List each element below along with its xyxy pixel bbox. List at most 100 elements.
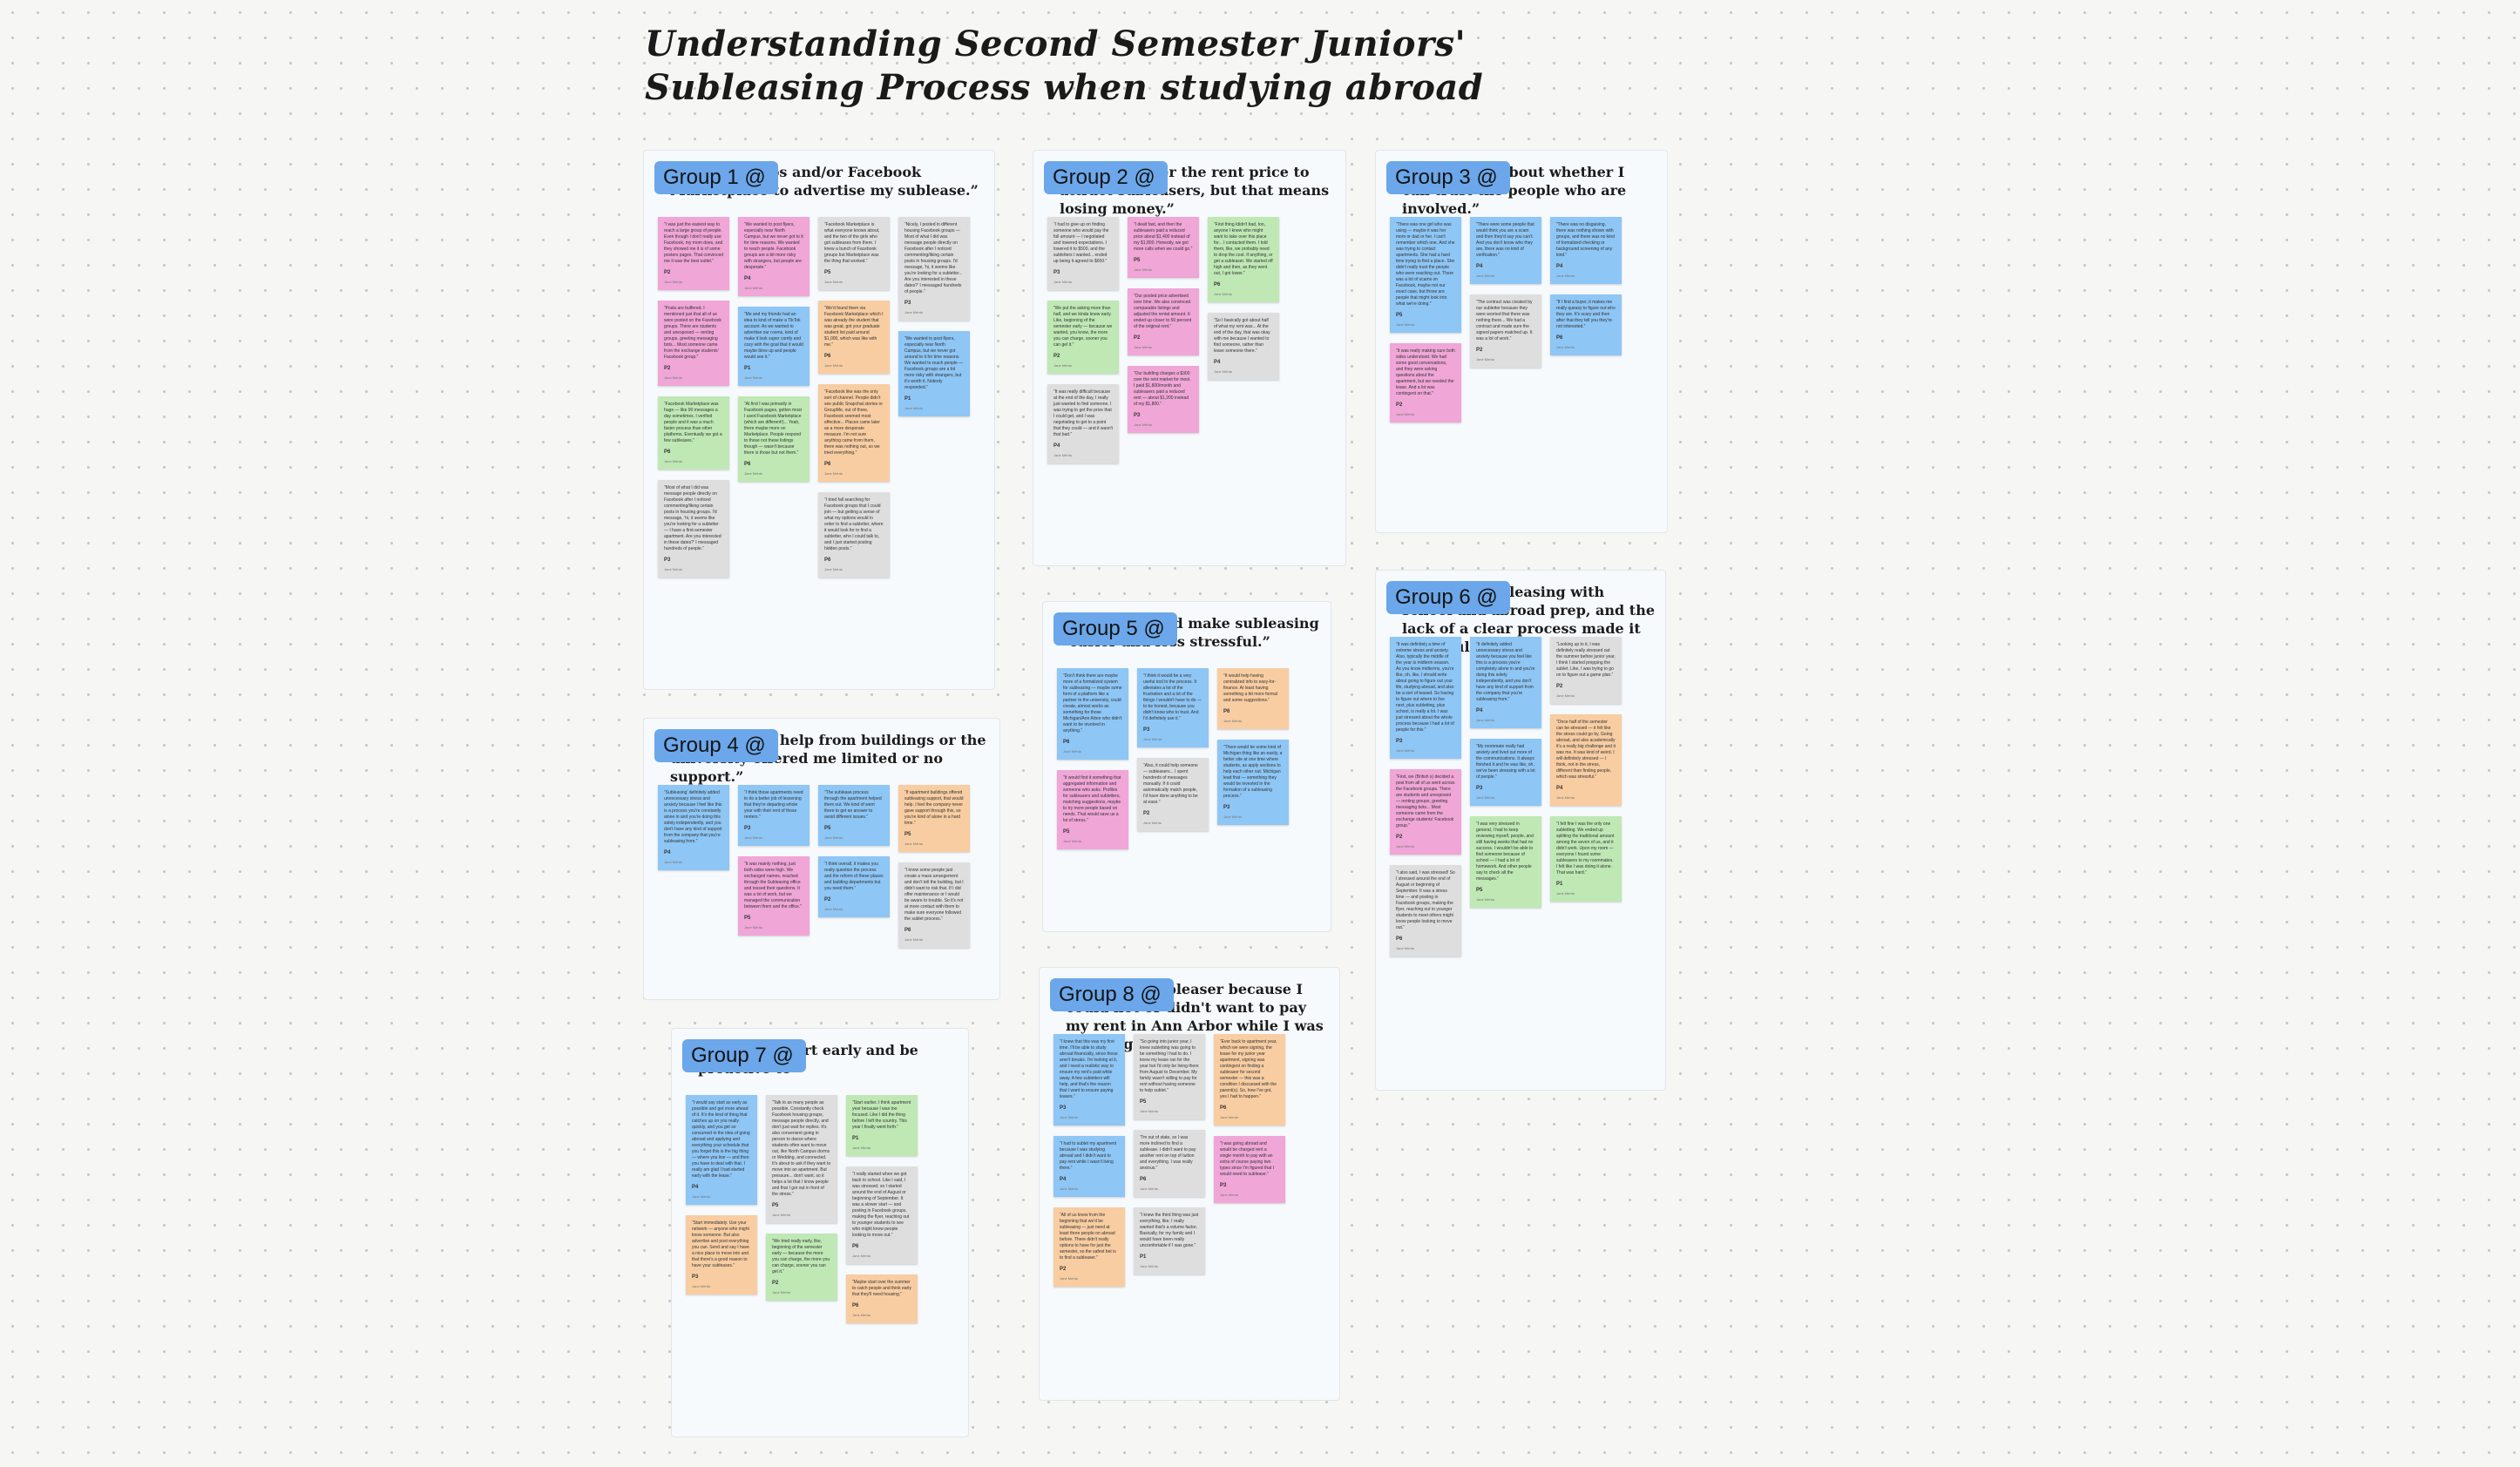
- group-badge[interactable]: Group 8 @: [1050, 978, 1174, 1011]
- sticky-note[interactable]: “Our posted price advertised over time. …: [1128, 288, 1199, 355]
- sticky-note[interactable]: “All of us knew from the beginning that …: [1053, 1207, 1125, 1287]
- sticky-note[interactable]: “Facebook Marketplace is what everyone k…: [818, 217, 890, 290]
- note-author: Jane Mehta: [1476, 795, 1494, 800]
- group-badge[interactable]: Group 3 @: [1386, 161, 1510, 194]
- sticky-note[interactable]: “Me and my friends had an idea to kind o…: [738, 307, 810, 386]
- sticky-note[interactable]: “There would be some kind of Michigan th…: [1217, 740, 1289, 825]
- sticky-note[interactable]: “Subleasing’ definitely added unnecessar…: [658, 785, 729, 870]
- sticky-note[interactable]: “I knew the third thing was just everyth…: [1134, 1207, 1205, 1274]
- group-badge[interactable]: Group 2 @: [1044, 161, 1168, 194]
- sticky-note[interactable]: “First, we (British s) decided a post fr…: [1390, 769, 1461, 855]
- note-author: Jane Mehta: [824, 835, 843, 840]
- sticky-note[interactable]: “I know some people just create a mass a…: [898, 862, 970, 948]
- sticky-note[interactable]: “I think those apartments need to do a b…: [738, 785, 810, 846]
- sticky-note[interactable]: “It was definitely a time of extreme str…: [1390, 637, 1461, 759]
- sticky-note[interactable]: “I think it would be a very useful tool …: [1137, 668, 1209, 747]
- group-6-section[interactable]: Group 6 @“Juggling subleasing with schoo…: [1375, 570, 1666, 1091]
- note-quote: “It was really difficult because at the …: [1053, 389, 1113, 437]
- sticky-note[interactable]: “We put the asking more than half, and w…: [1047, 301, 1119, 374]
- sticky-note[interactable]: “There was no disguising, there was noth…: [1550, 217, 1622, 284]
- sticky-note[interactable]: “It was really difficult because at the …: [1047, 384, 1119, 463]
- sticky-note[interactable]: “We tried really early, like, beginning …: [766, 1234, 837, 1301]
- group-badge[interactable]: Group 5 @: [1053, 612, 1177, 646]
- sticky-note[interactable]: “I'm out of state, so I was more incline…: [1134, 1130, 1205, 1197]
- sticky-note[interactable]: “I also said, I was stressed! So I stres…: [1390, 865, 1461, 957]
- sticky-note[interactable]: “The sublease process through the apartm…: [818, 785, 890, 846]
- sticky-note[interactable]: “Our building charges a $300 over the re…: [1128, 366, 1199, 433]
- sticky-note[interactable]: “I dealt fast, and then the subleasers p…: [1128, 217, 1199, 278]
- sticky-note[interactable]: “My roommate really had anxiety and live…: [1470, 739, 1541, 806]
- sticky-note[interactable]: “Maybe start over the summer to catch pe…: [846, 1274, 918, 1323]
- group-badge[interactable]: Group 1 @: [654, 161, 778, 194]
- sticky-note[interactable]: “It would find it something that aggrega…: [1057, 770, 1128, 849]
- sticky-note[interactable]: “I think overall, it makes you really qu…: [818, 856, 890, 917]
- sticky-note[interactable]: “Facebook Marketplace was huge — like 90…: [658, 396, 729, 470]
- note-author: Jane Mehta: [1556, 274, 1575, 278]
- sticky-note-grid: “It was definitely a time of extreme str…: [1390, 637, 1656, 1081]
- sticky-note[interactable]: “I would say start as early as possible …: [686, 1095, 757, 1205]
- sticky-note[interactable]: “I had to sublet my apartment because I …: [1053, 1136, 1125, 1197]
- note-author: Jane Mehta: [1220, 1115, 1238, 1119]
- sticky-note[interactable]: “The contract was created by our sublett…: [1470, 294, 1541, 368]
- group-badge[interactable]: Group 6 @: [1386, 581, 1510, 614]
- sticky-note[interactable]: “Also, it could help someone — subleaser…: [1137, 758, 1209, 831]
- sticky-note[interactable]: “I really started when we got back to sc…: [846, 1166, 918, 1264]
- sticky-note[interactable]: “Ever back to apartment year, which we w…: [1214, 1034, 1285, 1126]
- sticky-note[interactable]: “We wanted to post flyers, especially ne…: [738, 217, 810, 296]
- note-participant: P2: [1556, 684, 1563, 689]
- note-author: Jane Mehta: [904, 310, 923, 314]
- sticky-note[interactable]: “I was going abroad and would be charged…: [1214, 1136, 1285, 1203]
- sticky-note[interactable]: “If I find a buyer, it makes me really q…: [1550, 294, 1622, 355]
- group-7-section[interactable]: Group 7 @“I need to start early and be p…: [671, 1028, 969, 1437]
- sticky-note[interactable]: “Talk to as many people as possible. Con…: [766, 1095, 837, 1223]
- group-1-section[interactable]: Group 1 @ “I used Groups and/or Facebook …: [643, 150, 995, 690]
- sticky-note[interactable]: “I felt fine I was the only one subletti…: [1550, 816, 1622, 902]
- sticky-note[interactable]: “There were some people that would think…: [1470, 217, 1541, 284]
- note-quote: “It would find it something that aggrega…: [1063, 775, 1121, 823]
- sticky-note[interactable]: “At first I was primarily in Facebook pa…: [738, 396, 810, 482]
- sticky-note[interactable]: “I knew that this was my first time. I'l…: [1053, 1034, 1125, 1126]
- sticky-note[interactable]: “I had to give up on finding someone who…: [1047, 217, 1119, 290]
- group-8-section[interactable]: Group 8 @“I chose a subleaser because I …: [1039, 967, 1340, 1401]
- sticky-note[interactable]: “I was just the easiest way to reach a l…: [658, 217, 729, 290]
- sticky-note[interactable]: “It was really making sure both sides un…: [1390, 343, 1461, 423]
- sticky-note[interactable]: “We wanted to post flyers, especially ne…: [898, 331, 970, 416]
- sticky-note[interactable]: “Start immediately. Use your network — a…: [686, 1215, 757, 1295]
- note-quote: “Our posted price advertised over time. …: [1134, 294, 1192, 329]
- group-badge[interactable]: Group 4 @: [654, 729, 778, 762]
- sticky-note[interactable]: “It would help having centralized info t…: [1217, 668, 1289, 729]
- sticky-note[interactable]: “I tried fall searching for Facebook gro…: [818, 492, 890, 578]
- sticky-note[interactable]: “I was very stressed in general, I had t…: [1470, 816, 1541, 908]
- note-participant: P6: [824, 462, 831, 467]
- group-2-section[interactable]: Group 2 @ “I had to lower the rent price …: [1033, 150, 1346, 566]
- sticky-note[interactable]: “Once half of the semester can be stress…: [1550, 714, 1622, 806]
- sticky-note-column: “First thing Ididn't bad, too, anyone I …: [1208, 217, 1279, 557]
- note-author: Jane Mehta: [1214, 292, 1232, 296]
- sticky-note[interactable]: “Don't think there are maybe more of a f…: [1057, 668, 1128, 760]
- sticky-note-column: “Start earlier. I think apartment year b…: [846, 1095, 918, 1428]
- board-title-line-1: Understanding Second Semester Juniors': [645, 24, 1467, 64]
- sticky-note[interactable]: “If apartment buildings offered subleasi…: [898, 785, 970, 852]
- sticky-note[interactable]: “So I basically got about half of what m…: [1208, 313, 1279, 380]
- sticky-note[interactable]: “Posts are buffered. I mentioned just th…: [658, 301, 729, 386]
- note-quote: “Talk to as many people as possible. Con…: [772, 1100, 831, 1197]
- sticky-note[interactable]: “Looking up to it, I was definitely real…: [1550, 637, 1622, 704]
- sticky-note[interactable]: “Facebook like was the only sort of chan…: [818, 384, 890, 482]
- group-4-section[interactable]: Group 4 @ “I did not get help from buildi…: [643, 718, 1000, 1000]
- sticky-note[interactable]: “There was one girl who was using — mayb…: [1390, 217, 1461, 333]
- note-participant: P5: [772, 1203, 779, 1208]
- sticky-note[interactable]: “Most of what I did was message people d…: [658, 480, 729, 578]
- note-participant: P2: [1396, 835, 1403, 840]
- sticky-note[interactable]: “So going into junior year, I knew suble…: [1134, 1034, 1205, 1119]
- sticky-note[interactable]: “It was mainly nothing, just both sides …: [738, 856, 810, 936]
- sticky-note[interactable]: “We'd found them via Facebook Marketplac…: [818, 301, 890, 374]
- note-quote: “Facebook Marketplace is what everyone k…: [824, 222, 880, 264]
- group-3-section[interactable]: Group 3 @ “I'm unsure about whether I can…: [1375, 150, 1668, 533]
- sticky-note[interactable]: “Nicely, I posted in different housing F…: [898, 217, 970, 321]
- group-badge[interactable]: Group 7 @: [682, 1039, 806, 1072]
- sticky-note[interactable]: “It definitely added unnecessary stress …: [1470, 637, 1541, 728]
- sticky-note[interactable]: “First thing Ididn't bad, too, anyone I …: [1208, 217, 1279, 302]
- note-author: Jane Mehta: [692, 1284, 710, 1288]
- group-5-section[interactable]: Group 5 @“I wish I could make subleasing…: [1042, 601, 1331, 932]
- sticky-note[interactable]: “Start earlier. I think apartment year b…: [846, 1095, 918, 1156]
